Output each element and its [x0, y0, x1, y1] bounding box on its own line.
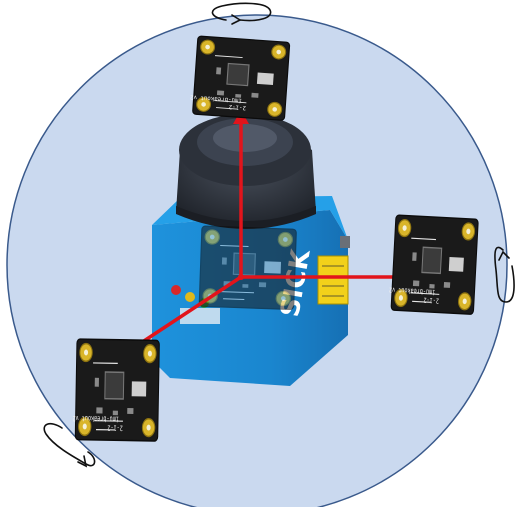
status-led-red: [171, 285, 181, 295]
board-right-code: 2-1-2: [423, 295, 439, 304]
status-led-yellow: [185, 292, 195, 302]
rotation-arrow-left-icon: [43, 422, 96, 468]
board-left-silk: imu-breakout v2: [72, 414, 119, 424]
rotation-arrow-right-icon: [494, 246, 515, 303]
rotation-arrow-top-icon: [211, 2, 272, 25]
board-right: imu-breakout v2 2-1-2: [389, 214, 479, 316]
axis-origin: [238, 274, 244, 280]
board-top-code: 2-1-2: [229, 103, 247, 110]
board-left: imu-breakout v2 2-1-2: [72, 338, 161, 442]
board-left-code: 2-1-2: [107, 423, 123, 433]
board-top: imu-breakout v2 2-1-2: [190, 35, 291, 122]
board-top-silk: imu-breakout v2: [190, 93, 242, 103]
board-right-silk: imu-breakout v2: [389, 285, 436, 295]
laser-warning-label: [317, 255, 349, 305]
